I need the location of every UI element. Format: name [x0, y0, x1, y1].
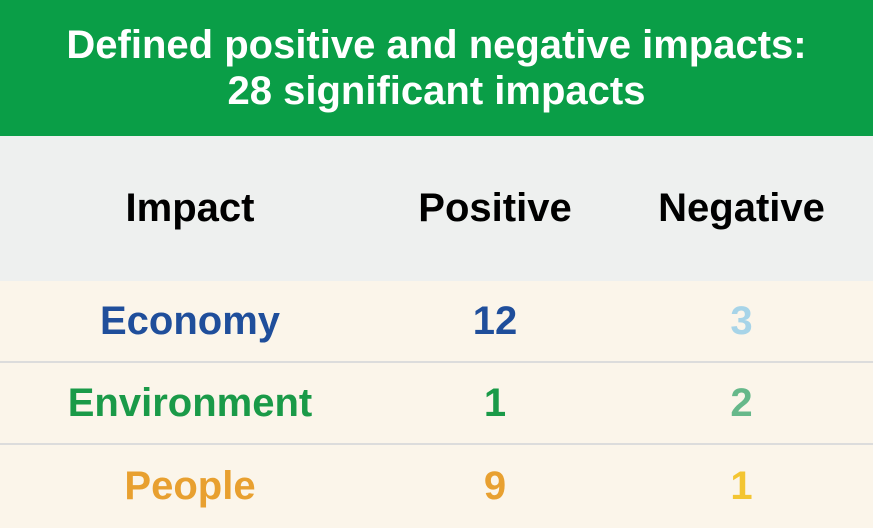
title-line-2: 28 significant impacts: [227, 69, 646, 113]
row-divider: [0, 361, 873, 363]
row-positive-economy: 12: [472, 298, 518, 343]
row-label-economy: Economy: [99, 298, 281, 343]
table-row-economy: Economy 12 3: [0, 281, 873, 361]
title-banner: Defined positive and negative impacts: 2…: [0, 0, 873, 136]
header-impact: Impact: [125, 186, 255, 230]
row-negative-environment: 2: [730, 380, 753, 425]
row-negative-economy: 3: [730, 298, 753, 343]
row-label-environment: Environment: [67, 380, 313, 425]
title-line-1: Defined positive and negative impacts:: [66, 23, 807, 67]
row-positive-environment: 1: [483, 380, 507, 425]
header-negative: Negative: [658, 186, 825, 230]
table-row-environment: Environment 1 2: [0, 363, 873, 443]
row-negative-people: 1: [730, 464, 753, 508]
row-label-people: People: [124, 464, 256, 508]
header-positive: Positive: [418, 186, 572, 230]
table-row-people: People 9 1: [0, 445, 873, 528]
table-header: Impact Positive Negative: [0, 136, 873, 281]
row-divider: [0, 443, 873, 445]
row-positive-people: 9: [483, 464, 507, 508]
